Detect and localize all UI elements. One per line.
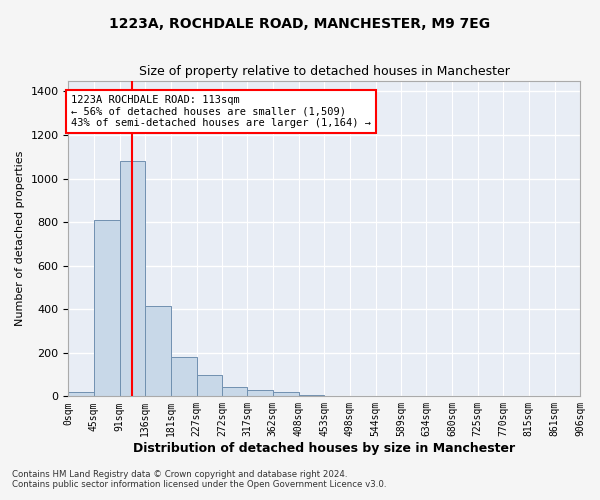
Bar xyxy=(145,306,170,396)
Bar xyxy=(120,161,145,396)
Bar xyxy=(222,386,247,396)
Y-axis label: Number of detached properties: Number of detached properties xyxy=(15,151,25,326)
Text: 1223A, ROCHDALE ROAD, MANCHESTER, M9 7EG: 1223A, ROCHDALE ROAD, MANCHESTER, M9 7EG xyxy=(109,18,491,32)
Bar xyxy=(299,394,324,396)
Bar xyxy=(273,392,299,396)
Bar xyxy=(170,357,197,397)
Bar xyxy=(247,390,273,396)
X-axis label: Distribution of detached houses by size in Manchester: Distribution of detached houses by size … xyxy=(133,442,515,455)
Title: Size of property relative to detached houses in Manchester: Size of property relative to detached ho… xyxy=(139,65,509,78)
Bar xyxy=(94,220,120,396)
Bar xyxy=(197,374,222,396)
Bar xyxy=(68,392,94,396)
Text: 1223A ROCHDALE ROAD: 113sqm
← 56% of detached houses are smaller (1,509)
43% of : 1223A ROCHDALE ROAD: 113sqm ← 56% of det… xyxy=(71,94,371,128)
Text: Contains HM Land Registry data © Crown copyright and database right 2024.
Contai: Contains HM Land Registry data © Crown c… xyxy=(12,470,386,489)
